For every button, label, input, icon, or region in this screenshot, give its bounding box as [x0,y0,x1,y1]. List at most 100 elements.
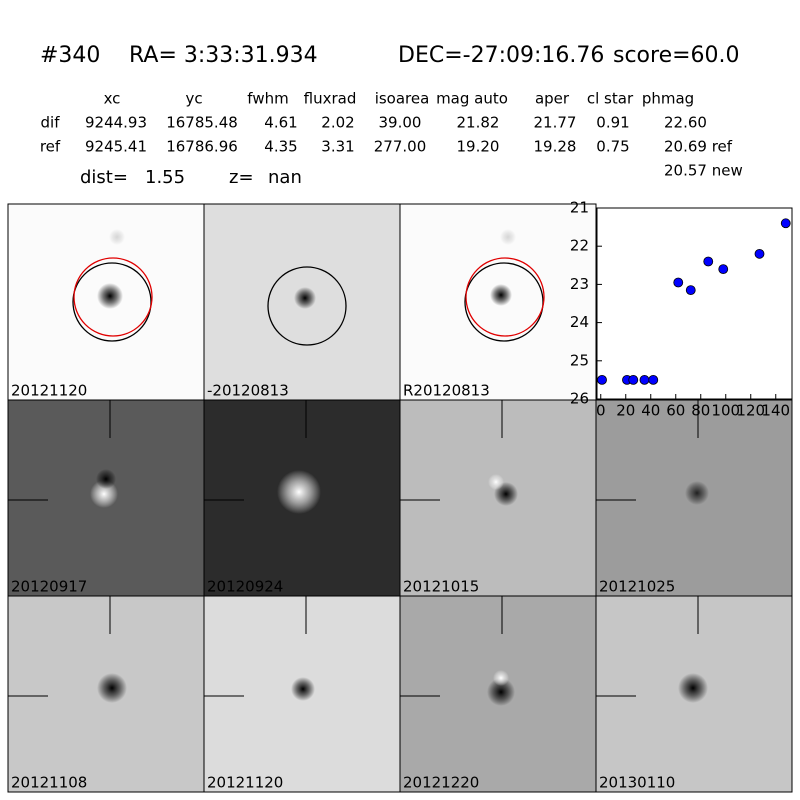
stamp: 20120924 [203,399,401,597]
source-blob [294,287,316,309]
object-id: #340 [40,43,100,68]
x-tick-label: 0 [596,402,606,420]
data-point [718,264,729,275]
column-header: yc [185,90,202,108]
stamp-label: 20121025 [599,578,675,596]
cell: 4.35 [264,138,297,156]
data-point [673,277,684,288]
stamp: R20120813 [399,203,597,401]
source-blob [488,474,504,490]
data-point [780,218,791,229]
cell: 16785.48 [166,114,238,132]
z-label: z= [229,167,254,188]
stamp: 20130110 [595,595,793,793]
cell: 9245.41 [85,138,147,156]
plot-area [596,207,793,400]
x-tick-label: 80 [691,402,710,420]
x-tick-label: 100 [711,402,740,420]
source-blob [291,677,315,701]
source-blob [97,673,127,703]
y-tick-label: 21 [570,199,589,217]
aperture-circle [267,266,347,346]
stamp-label: 20130110 [599,774,675,792]
cell: 19.20 [457,138,500,156]
data-point [648,374,659,385]
stamp: 20121025 [595,399,793,597]
table-extra: 20.57 new [664,162,743,180]
dist-value: 1.55 [145,167,185,188]
stamp-label: 20121220 [403,774,479,792]
cell: 3.31 [321,138,354,156]
column-header: xc [104,90,121,108]
aperture-circle [464,262,544,342]
source-blob [490,284,512,306]
source-blob [277,470,321,514]
aperture-circle [72,262,152,342]
stamp: 20121108 [7,595,205,793]
y-tick-label: 22 [570,237,589,255]
ra: RA= 3:33:31.934 [129,43,318,68]
column-header: mag auto [436,90,508,108]
data-point [754,248,765,259]
column-header: isoarea [375,90,430,108]
row-label: ref [40,138,61,156]
stamp: 20120917 [7,399,205,597]
x-tick-label: 20 [616,402,635,420]
dist-label: dist= [80,167,128,188]
data-point [639,374,650,385]
aperture-circle [465,257,545,337]
data-point [628,374,639,385]
column-header: aper [535,90,570,108]
cell: 39.00 [379,114,422,132]
cell: 19.28 [534,138,577,156]
stamp-label: 20121015 [403,578,479,596]
cell: 4.61 [264,114,297,132]
stamp-frame [595,595,793,793]
cell: 277.00 [374,138,427,156]
score: score=60.0 [613,43,740,68]
cell: 21.77 [534,114,577,132]
cell: 21.82 [457,114,500,132]
stamp-label: R20120813 [403,382,490,400]
x-tick-label: 40 [641,402,660,420]
stamp: 20121120 [7,203,205,401]
column-header: fwhm [247,90,288,108]
source-blob [678,673,708,703]
data-point [685,285,696,296]
y-tick-label: 26 [570,390,589,408]
source-blob [97,283,123,309]
cell: 20.69 ref [664,138,733,156]
source-blob [685,481,709,505]
column-header: cl star [587,90,634,108]
stamp-label: 20120924 [207,578,283,596]
x-tick-label: 120 [736,402,765,420]
cell: 9244.93 [85,114,147,132]
row-label: dif [41,114,61,132]
cell: 2.02 [321,114,354,132]
source-blob [493,670,509,686]
y-tick-label: 23 [570,275,589,293]
source-blob [487,678,515,706]
stamp: -20120813 [203,203,401,401]
data-point [703,256,714,267]
stamp: 20121120 [203,595,401,793]
y-tick-label: 24 [570,313,589,331]
stamp-label: 20120917 [11,578,87,596]
column-header: phmag [642,90,694,108]
y-tick-label: 25 [570,351,589,369]
aperture-circle [73,257,153,337]
stamp: 20121015 [399,399,597,597]
stamp-label: 20121108 [11,774,87,792]
x-tick-label: 140 [761,402,790,420]
stamp: 20121220 [399,595,597,793]
z-value: nan [268,167,302,188]
stamp-label: 20121120 [207,774,283,792]
column-header: fluxrad [304,90,357,108]
source-blob [500,229,516,245]
source-blob [109,229,125,245]
source-blob [96,469,116,489]
cell: 22.60 [664,114,707,132]
cell: 16786.96 [166,138,238,156]
stamp-label: 20121120 [11,382,87,400]
